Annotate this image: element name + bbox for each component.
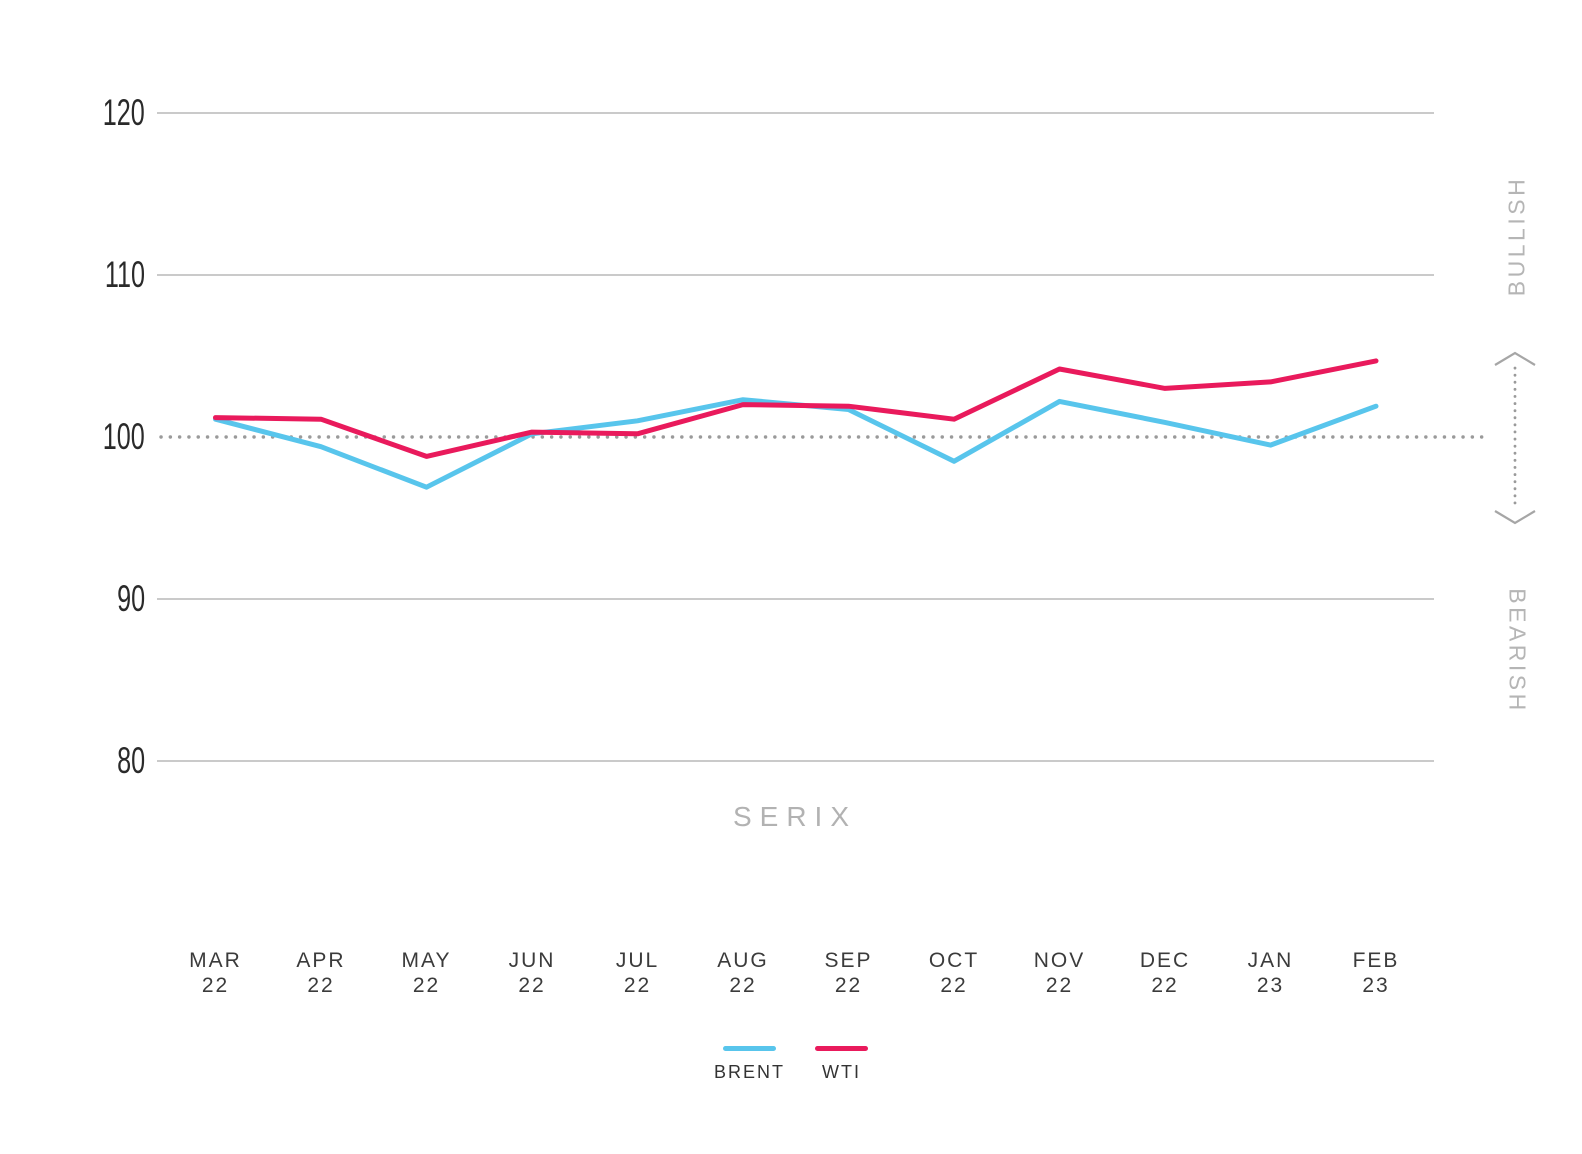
x-label-month: FEB [1352,949,1400,972]
x-label-year: 22 [623,974,652,997]
x-label-sep-22: SEP 22 [789,948,909,998]
x-label-month: AUG [717,949,769,972]
x-label-year: 23 [1256,974,1285,997]
bearish-label: BEARISH [1504,588,1531,714]
y-tick-label-100: 100 [103,416,145,457]
x-label-month: OCT [928,949,980,972]
x-label-nov-22: NOV 22 [1000,948,1120,998]
x-label-month: DEC [1139,949,1191,972]
x-label-dec-22: DEC 22 [1105,948,1225,998]
x-label-month: APR [296,949,346,972]
x-label-year: 22 [518,974,546,997]
x-label-jan-23: JAN 23 [1211,948,1331,998]
x-label-month: JUL [615,949,660,972]
legend-item-brent: BRENT [714,1046,785,1083]
x-label-year: 22 [834,974,863,997]
x-label-year: 22 [412,974,441,997]
series-line-wti [213,358,1379,459]
y-tick-label-90: 90 [117,578,145,619]
x-label-mar-22: MAR 22 [156,948,276,998]
x-label-year: 22 [1151,974,1179,997]
watermark-serix: SERIX [732,801,858,832]
x-label-may-22: MAY 22 [367,948,487,998]
x-label-jul-22: JUL 22 [578,948,698,998]
x-label-year: 22 [729,974,757,997]
legend-label-brent: BRENT [713,1062,785,1082]
x-label-month: MAY [401,949,452,972]
x-label-year: 22 [307,974,335,997]
legend-swatch-brent [722,1046,776,1051]
x-label-month: SEP [824,949,873,972]
x-label-month: JAN [1247,949,1294,972]
x-label-jun-22: JUN 22 [472,948,592,998]
y-tick-label-80: 80 [117,740,145,781]
x-label-oct-22: OCT 22 [894,948,1014,998]
legend-item-wti: WTI [815,1046,868,1083]
x-label-year: 22 [1045,974,1074,997]
y-tick-label-120: 120 [103,92,145,133]
legend-swatch-wti [815,1046,868,1051]
x-label-month: JUN [508,949,556,972]
x-label-month: MAR [189,949,242,972]
y-tick-label-110: 110 [104,254,145,295]
x-label-year: 23 [1362,974,1390,997]
legend-label-wti: WTI [822,1062,861,1082]
x-label-year: 22 [201,974,230,997]
x-label-aug-22: AUG 22 [683,948,803,998]
x-label-year: 22 [940,974,968,997]
x-label-apr-22: APR 22 [261,948,381,998]
x-label-month: NOV [1033,949,1086,972]
x-label-feb-23: FEB 23 [1316,948,1436,998]
legend: BRENT WTI [0,1046,1582,1083]
